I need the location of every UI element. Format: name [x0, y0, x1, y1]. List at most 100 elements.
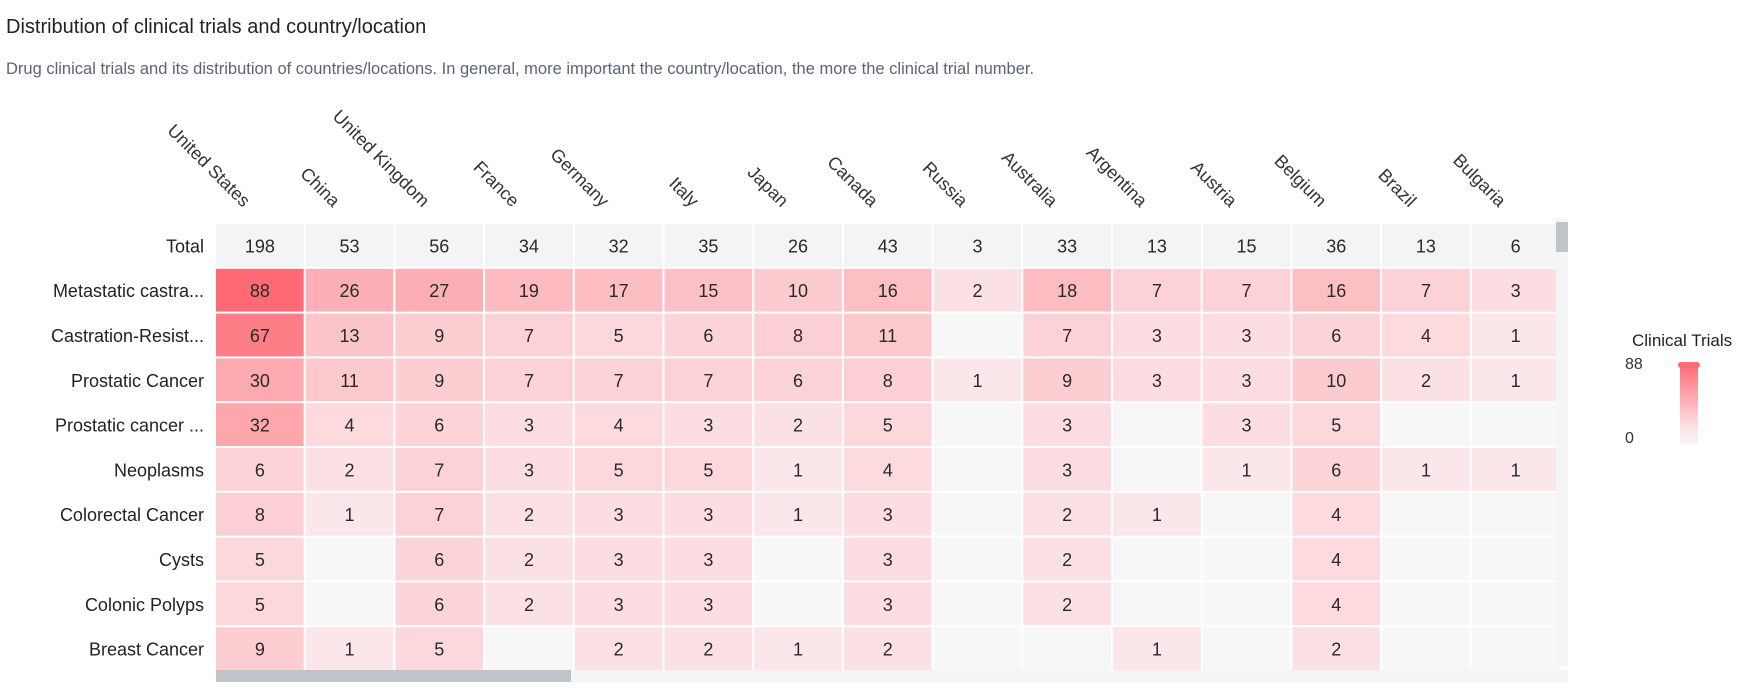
heatmap-cell[interactable] — [1023, 627, 1111, 670]
cell-value: 15 — [1237, 236, 1257, 256]
cell-value: 5 — [434, 640, 444, 660]
cell-value: 3 — [614, 505, 624, 525]
legend-color-scale[interactable] — [1680, 364, 1698, 444]
heatmap-cell[interactable] — [934, 582, 1022, 625]
cell-value: 67 — [250, 326, 270, 346]
row-label: Cysts — [159, 550, 204, 570]
column-label: Argentina — [1083, 142, 1152, 211]
heatmap-cell[interactable] — [1203, 582, 1291, 625]
cell-value: 4 — [345, 416, 355, 436]
heatmap-cell[interactable] — [1382, 403, 1470, 446]
cell-value: 1 — [1511, 371, 1521, 391]
horizontal-scrollbar-thumb[interactable] — [216, 670, 571, 682]
row-label: Colonic Polyps — [85, 595, 204, 615]
heatmap-cell[interactable] — [1113, 403, 1201, 446]
heatmap-cell[interactable] — [1472, 403, 1560, 446]
cell-value: 16 — [878, 281, 898, 301]
cell-value: 32 — [609, 236, 629, 256]
cell-value: 7 — [1421, 281, 1431, 301]
heatmap-cell[interactable] — [1382, 582, 1470, 625]
heatmap-cell[interactable] — [306, 582, 394, 625]
cell-value: 3 — [703, 416, 713, 436]
cell-value: 16 — [1326, 281, 1346, 301]
column-label: Germany — [546, 144, 612, 210]
cell-value: 7 — [524, 371, 534, 391]
cell-value: 5 — [614, 460, 624, 480]
cell-value: 8 — [883, 371, 893, 391]
cell-value: 3 — [1242, 371, 1252, 391]
cell-value: 2 — [614, 640, 624, 660]
heatmap-cell[interactable] — [1382, 493, 1470, 536]
cell-value: 1 — [1421, 460, 1431, 480]
cell-value: 3 — [703, 595, 713, 615]
cell-value: 27 — [429, 281, 449, 301]
cell-value: 3 — [1511, 281, 1521, 301]
vertical-scrollbar-track[interactable] — [1556, 218, 1568, 666]
cell-value: 2 — [972, 281, 982, 301]
heatmap-cell[interactable] — [934, 448, 1022, 491]
heatmap-cell[interactable] — [754, 538, 842, 581]
heatmap-cell[interactable] — [934, 627, 1022, 670]
cell-value: 1 — [1511, 326, 1521, 346]
cell-value: 7 — [434, 460, 444, 480]
cell-value: 2 — [703, 640, 713, 660]
cell-value: 5 — [703, 460, 713, 480]
cell-value: 19 — [519, 281, 539, 301]
heatmap-cell[interactable] — [934, 314, 1022, 357]
heatmap-cell[interactable] — [934, 403, 1022, 446]
cell-value: 5 — [614, 326, 624, 346]
heatmap-cell[interactable] — [1472, 627, 1560, 670]
cell-value: 26 — [788, 236, 808, 256]
column-label: China — [296, 163, 344, 211]
cell-value: 9 — [1062, 371, 1072, 391]
cell-value: 5 — [1331, 416, 1341, 436]
heatmap-cell[interactable] — [1203, 627, 1291, 670]
heatmap-cell[interactable] — [1472, 493, 1560, 536]
cell-value: 1 — [793, 640, 803, 660]
cell-value: 2 — [883, 640, 893, 660]
legend-handle[interactable] — [1678, 362, 1700, 368]
cell-value: 7 — [434, 505, 444, 525]
cell-value: 4 — [1331, 550, 1341, 570]
cell-value: 1 — [793, 460, 803, 480]
cell-value: 3 — [883, 595, 893, 615]
cell-value: 6 — [1331, 326, 1341, 346]
cell-value: 26 — [340, 281, 360, 301]
heatmap-cell[interactable] — [1203, 493, 1291, 536]
heatmap-cell[interactable] — [754, 582, 842, 625]
heatmap-cell[interactable] — [1113, 538, 1201, 581]
heatmap-cell[interactable] — [485, 627, 573, 670]
cell-value: 2 — [1062, 595, 1072, 615]
heatmap-cell[interactable] — [1113, 448, 1201, 491]
heatmap-cell[interactable] — [1472, 582, 1560, 625]
cell-value: 3 — [703, 505, 713, 525]
heatmap-cell[interactable] — [934, 538, 1022, 581]
vertical-scrollbar-thumb[interactable] — [1556, 222, 1568, 252]
cell-value: 6 — [255, 460, 265, 480]
cell-value: 10 — [1326, 371, 1346, 391]
heatmap-cell[interactable] — [934, 493, 1022, 536]
cell-value: 1 — [972, 371, 982, 391]
cell-value: 30 — [250, 371, 270, 391]
cell-value: 56 — [429, 236, 449, 256]
cell-value: 3 — [703, 550, 713, 570]
cell-value: 3 — [524, 416, 534, 436]
column-label: France — [470, 157, 524, 211]
cell-value: 6 — [434, 416, 444, 436]
cell-value: 4 — [1421, 326, 1431, 346]
heatmap-cell[interactable] — [1113, 582, 1201, 625]
column-label: Belgium — [1270, 151, 1330, 211]
column-label: Austria — [1187, 157, 1241, 211]
heatmap-cell[interactable] — [1382, 538, 1470, 581]
cell-value: 7 — [703, 371, 713, 391]
cell-value: 6 — [434, 595, 444, 615]
heatmap-cell[interactable] — [1382, 627, 1470, 670]
heatmap-cell[interactable] — [1203, 538, 1291, 581]
cell-value: 7 — [1062, 326, 1072, 346]
cell-value: 2 — [1062, 505, 1072, 525]
cell-value: 3 — [883, 505, 893, 525]
cell-value: 11 — [878, 326, 897, 346]
heatmap-cell[interactable] — [306, 538, 394, 581]
cell-value: 34 — [519, 236, 539, 256]
heatmap-cell[interactable] — [1472, 538, 1560, 581]
